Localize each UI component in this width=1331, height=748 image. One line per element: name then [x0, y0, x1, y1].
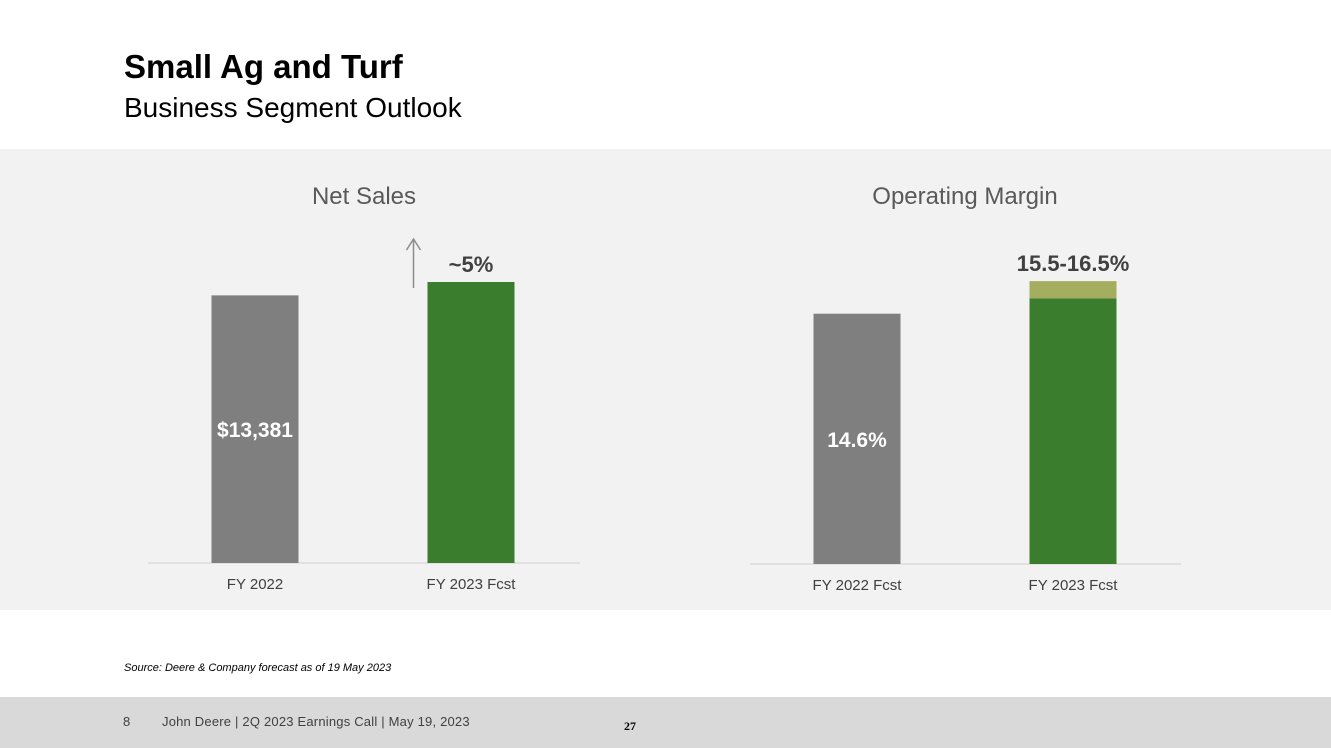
operating-margin-chart: FY 2022 Fcst 14.6% FY 2023 Fcst 15.5-16.5%	[750, 251, 1181, 594]
bar-value-label: 15.5-16.5%	[1017, 251, 1130, 276]
net-sales-chart-title: Net Sales	[311, 183, 417, 210]
footer-page-number: 8	[123, 714, 131, 729]
operating-margin-chart-title: Operating Margin	[872, 183, 1058, 210]
slide-number: 27	[624, 719, 636, 733]
category-label: FY 2022 Fcst	[813, 577, 903, 594]
footer-text: John Deere | 2Q 2023 Earnings Call | May…	[162, 714, 470, 729]
bar-fy-2023-fcst	[1029, 298, 1117, 564]
bar-value-label: $13,381	[217, 419, 293, 442]
forecast-range-segment	[1029, 281, 1117, 299]
bar-value-label: ~5%	[449, 252, 494, 277]
bar-fy-2022	[211, 295, 299, 563]
category-label: FY 2023 Fcst	[427, 576, 517, 593]
category-label: FY 2023 Fcst	[1029, 577, 1119, 594]
source-note: Source: Deere & Company forecast as of 1…	[124, 662, 392, 674]
bar-fy-2022-fcst	[813, 313, 901, 564]
page-subtitle: Business Segment Outlook	[124, 92, 462, 123]
bar-fy-2023-fcst	[427, 282, 515, 563]
bar-value-label: 14.6%	[827, 429, 887, 452]
up-arrow-head	[405, 237, 422, 251]
page-title: Small Ag and Turf	[124, 48, 403, 85]
footer-bar: 8 John Deere | 2Q 2023 Earnings Call | M…	[0, 697, 1331, 748]
category-label: FY 2022	[227, 576, 283, 593]
net-sales-chart: FY 2022 $13,381 FY 2023 Fcst ~5%	[148, 237, 580, 593]
